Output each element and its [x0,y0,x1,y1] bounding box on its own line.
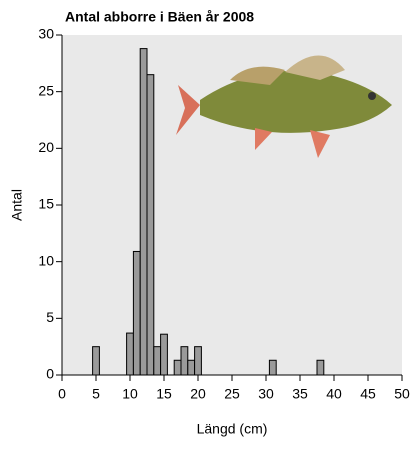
x-axis-label: Längd (cm) [197,421,268,437]
bar [153,346,162,376]
fish-illustration [176,55,392,158]
x-tick-label: 15 [156,386,172,402]
y-tick-label: 30 [38,26,54,42]
bar [180,346,189,376]
y-tick-label: 10 [38,252,54,268]
bar [146,74,155,376]
bar [316,359,325,376]
y-tick-label: 20 [38,139,54,155]
x-tick-label: 35 [292,386,308,402]
x-tick-label: 10 [122,386,138,402]
bar [92,346,100,376]
bar [268,359,277,376]
y-tick-label: 15 [38,196,54,212]
x-tick-label: 40 [326,386,342,402]
bar [173,359,182,376]
bar [132,250,141,376]
bar [126,332,134,376]
bar [160,333,168,376]
y-tick-label: 5 [46,309,54,325]
x-tick-label: 45 [360,386,376,402]
x-tick-label: 20 [190,386,206,402]
y-axis-label: Antal [9,189,25,221]
x-tick-label: 25 [224,386,240,402]
x-tick-label: 0 [58,386,66,402]
y-tick-label: 25 [38,82,54,98]
x-tick-label: 50 [394,386,410,402]
bar [139,48,148,376]
bar [194,346,202,376]
bar [187,359,196,376]
y-tick-label: 0 [46,366,54,382]
x-tick-label: 30 [258,386,274,402]
x-tick-label: 5 [92,386,100,402]
chart-title: Antal abborre i Bäen år 2008 [65,9,254,25]
